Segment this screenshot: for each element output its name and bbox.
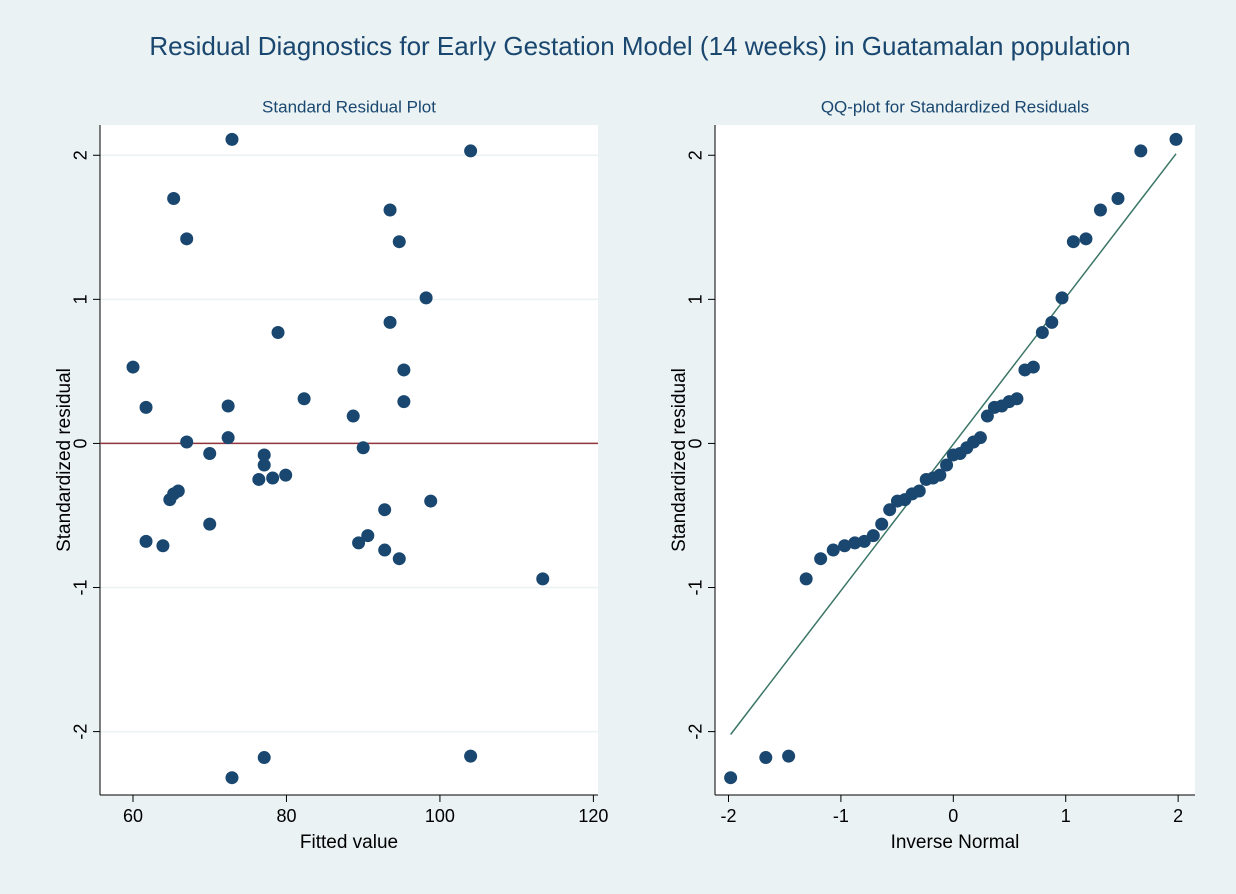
x-tick-label: 0: [948, 806, 958, 826]
point: [378, 503, 392, 517]
point: [225, 771, 239, 785]
point: [361, 529, 375, 543]
x-tick-label: 80: [276, 806, 296, 826]
y-tick-label: 1: [71, 294, 91, 304]
y-tick-label: 0: [686, 438, 706, 448]
point: [252, 472, 266, 486]
point: [171, 484, 185, 498]
point: [883, 503, 897, 517]
y-tick-label: 2: [71, 150, 91, 160]
point: [826, 543, 840, 557]
y-tick-label: 2: [686, 150, 706, 160]
point: [383, 203, 397, 217]
point: [980, 409, 994, 423]
point: [203, 517, 217, 531]
point: [221, 399, 235, 413]
point: [180, 232, 194, 246]
point: [1026, 360, 1040, 374]
x-tick-label: 2: [1173, 806, 1183, 826]
y-tick-label: -2: [686, 724, 706, 740]
point: [933, 468, 947, 482]
point: [378, 543, 392, 557]
point: [383, 315, 397, 329]
point: [424, 494, 438, 508]
y-tick-label: -1: [686, 580, 706, 596]
point: [266, 471, 280, 485]
point: [1035, 325, 1049, 339]
point: [814, 552, 828, 566]
x-axis-title: Fitted value: [300, 832, 398, 853]
point: [180, 435, 194, 449]
point: [912, 484, 926, 498]
point: [1111, 191, 1125, 205]
point: [279, 468, 293, 482]
point: [221, 431, 235, 445]
x-axis-title: Inverse Normal: [891, 832, 1020, 853]
point: [759, 751, 773, 765]
point: [297, 392, 311, 406]
x-tick-label: -2: [720, 806, 736, 826]
point: [799, 572, 813, 586]
point: [225, 132, 239, 146]
point: [1055, 291, 1069, 305]
point: [875, 517, 889, 531]
y-tick-label: 0: [71, 438, 91, 448]
y-tick-label: -1: [71, 580, 91, 596]
point: [940, 458, 954, 472]
point: [156, 539, 170, 553]
y-tick-label: 1: [686, 294, 706, 304]
x-tick-label: 60: [123, 806, 143, 826]
plot-area: [100, 125, 598, 795]
y-tick-label: -2: [71, 724, 91, 740]
subplot-title: Standard Residual Plot: [262, 97, 436, 116]
y-axis-title: Standardized residual: [669, 368, 690, 552]
fit-line: [730, 153, 1177, 735]
point: [782, 749, 796, 763]
point: [973, 431, 987, 445]
point: [352, 536, 366, 550]
point: [203, 447, 217, 461]
point: [271, 325, 285, 339]
point: [257, 458, 271, 472]
point: [724, 771, 738, 785]
x-tick-label: 1: [1061, 806, 1071, 826]
y-axis-title: Standardized residual: [54, 368, 75, 552]
point: [1045, 315, 1059, 329]
x-tick-label: 120: [578, 806, 608, 826]
point: [139, 534, 153, 548]
point: [1066, 235, 1080, 249]
point: [139, 400, 153, 414]
point: [126, 360, 140, 374]
x-tick-label: -1: [833, 806, 849, 826]
point: [167, 191, 181, 205]
point: [356, 441, 370, 455]
point: [1079, 232, 1093, 246]
point: [257, 448, 271, 462]
point: [1134, 144, 1148, 158]
point: [536, 572, 550, 586]
point: [866, 529, 880, 543]
point: [1169, 132, 1183, 146]
point: [419, 291, 433, 305]
point: [838, 539, 852, 553]
point: [1093, 203, 1107, 217]
point: [397, 363, 411, 377]
point: [464, 749, 478, 763]
point: [1010, 392, 1024, 406]
point: [392, 235, 406, 249]
point: [392, 552, 406, 566]
point: [397, 395, 411, 409]
subplot-title: QQ-plot for Standardized Residuals: [821, 97, 1089, 116]
point: [257, 751, 271, 765]
point: [346, 409, 360, 423]
x-tick-label: 100: [425, 806, 455, 826]
point: [464, 144, 478, 158]
figure-title: Residual Diagnostics for Early Gestation…: [149, 31, 1130, 61]
